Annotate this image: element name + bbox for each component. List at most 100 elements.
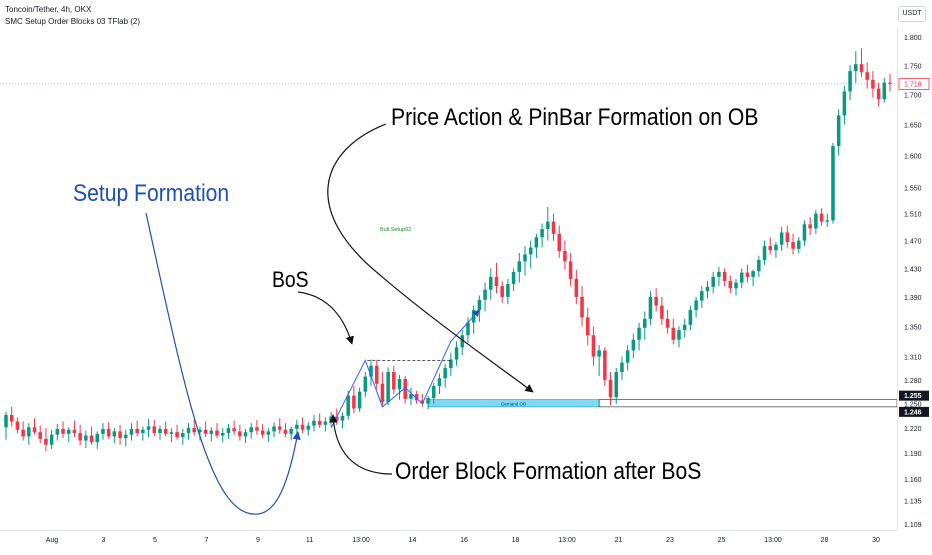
candle — [625, 345, 630, 371]
currency-badge[interactable]: USDT — [898, 6, 926, 22]
candle — [734, 278, 738, 296]
candle-body — [112, 431, 117, 437]
candle — [112, 428, 117, 444]
time-tick-label: 23 — [666, 537, 674, 544]
candle — [300, 417, 305, 434]
current-price-text: 1.718 — [904, 81, 922, 88]
price-tick-label: 1.650 — [904, 122, 922, 129]
candle — [819, 208, 824, 226]
candle — [443, 364, 447, 388]
candle-body — [506, 283, 510, 297]
candle-body — [483, 289, 487, 300]
price-tick-label: 1.510 — [904, 212, 922, 219]
setup-zigzag — [330, 309, 480, 429]
candle-body — [511, 271, 516, 284]
candle-body — [654, 296, 658, 306]
price-axis[interactable]: 1.109 1.135 1.160 1.190 1.220 1.250 1.280 1.310… — [897, 0, 932, 550]
candle-body — [169, 432, 174, 434]
time-tick-label: 13:00 — [558, 537, 576, 544]
candle-body — [728, 281, 733, 289]
candle-body — [129, 428, 134, 435]
candle-body — [585, 317, 590, 336]
candle-body — [574, 278, 579, 297]
candle-body — [215, 430, 219, 436]
candle — [78, 424, 82, 446]
candle-body — [597, 350, 601, 357]
candle-body — [409, 394, 413, 399]
candle — [386, 367, 390, 406]
candle — [551, 213, 556, 241]
candle — [89, 426, 94, 445]
candle-body — [295, 424, 299, 429]
candle — [32, 418, 37, 435]
zone-price-text: 1.255 — [904, 393, 922, 400]
candle-body — [186, 428, 191, 434]
candle — [694, 296, 698, 318]
candle-body — [89, 435, 94, 443]
candle-body — [317, 420, 322, 425]
candle — [203, 421, 208, 438]
candle — [357, 387, 362, 412]
candle — [135, 420, 139, 437]
candle — [4, 411, 8, 440]
candle — [340, 412, 345, 429]
candle-body — [808, 224, 812, 229]
candle-body — [272, 426, 276, 432]
candle-body — [123, 434, 128, 439]
candle — [563, 240, 567, 270]
time-tick-label: 14 — [409, 537, 417, 544]
candle — [808, 216, 812, 236]
current-price-box — [898, 77, 930, 90]
time-axis[interactable]: Aug 3 5 7 9 11 13:00 14 16 18 13:00 21 23 25 13:00 28 30 — [0, 530, 897, 545]
candle-body — [534, 237, 539, 248]
candle — [483, 282, 487, 312]
candle-body — [101, 428, 105, 434]
candle-body — [814, 213, 818, 229]
order-block-label: Order Block Formation after BoS — [395, 458, 702, 485]
candle — [186, 423, 191, 440]
candle — [374, 360, 379, 390]
candle — [146, 419, 151, 438]
candle — [802, 220, 807, 247]
candle — [722, 268, 727, 287]
candle-body — [369, 365, 373, 377]
candle-body — [625, 350, 630, 363]
candle — [409, 387, 413, 406]
candle-body — [523, 254, 527, 262]
candle-body — [768, 246, 773, 251]
candle-body — [677, 330, 681, 340]
candle — [580, 286, 584, 327]
candle-body — [563, 250, 567, 262]
candle-body — [791, 242, 795, 249]
candle — [249, 423, 254, 439]
candle-body — [9, 414, 14, 422]
candle-body — [454, 347, 459, 360]
candle-body — [4, 414, 8, 428]
candle — [779, 227, 784, 251]
candle — [317, 413, 322, 429]
candle-body — [238, 431, 242, 437]
candle-body — [55, 428, 60, 435]
candle-body — [700, 291, 704, 301]
candle — [283, 423, 288, 438]
candle — [768, 237, 773, 255]
candle-body — [762, 246, 767, 260]
candle — [312, 414, 316, 432]
candle — [21, 421, 25, 441]
candle-body — [283, 429, 288, 434]
candle — [243, 428, 248, 444]
candle-body — [568, 261, 573, 279]
candle — [260, 423, 265, 439]
candle-body — [346, 395, 350, 416]
candle-body — [232, 428, 236, 432]
time-tick-label: 5 — [153, 537, 157, 544]
candle — [785, 225, 790, 248]
candle-body — [414, 394, 419, 401]
candle-body — [836, 115, 841, 147]
indicator-name[interactable]: SMC Setup Order Blocks 03 TFlab (2) — [5, 17, 141, 26]
candle-body — [603, 350, 607, 380]
candle-body — [859, 64, 864, 73]
candle — [346, 390, 350, 420]
